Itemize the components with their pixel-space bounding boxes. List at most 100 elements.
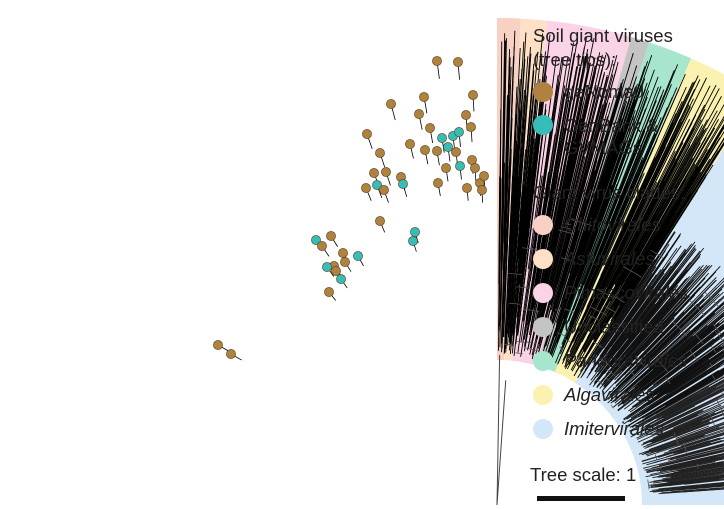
tree-branch — [580, 201, 647, 334]
tree-branch — [656, 358, 710, 396]
tree-branch — [650, 338, 693, 375]
tree-branch — [678, 462, 724, 472]
genomad-tip-marker — [340, 257, 350, 267]
tree-branch — [623, 352, 724, 421]
tree-branch — [658, 368, 707, 401]
tree-branch — [521, 150, 537, 279]
tree-branch — [612, 243, 675, 335]
tree-branch — [669, 355, 724, 393]
tree-branch — [500, 40, 506, 313]
tree-branch — [651, 415, 718, 443]
tree-branch — [656, 398, 694, 420]
internal-node-arc — [564, 222, 571, 226]
tree-branch — [546, 95, 615, 332]
tree-branch — [501, 184, 504, 242]
genomad-tip-marker — [324, 287, 334, 297]
tree-branch — [629, 370, 712, 423]
tree-branch — [569, 181, 658, 358]
tree-branch — [655, 464, 724, 478]
tree-branch — [613, 308, 655, 361]
tree-branch — [624, 281, 691, 358]
tree-branch — [606, 150, 676, 288]
tree-branch — [676, 425, 710, 439]
tree-branch — [650, 461, 716, 476]
tree-branch — [599, 316, 664, 389]
tree-branch — [513, 176, 519, 243]
tree-branch — [687, 477, 717, 482]
tree-branch — [642, 409, 724, 445]
tree-branch — [629, 372, 724, 428]
tree-branch — [575, 166, 699, 373]
tree-branch — [536, 199, 555, 293]
genomad-tip-marker — [369, 168, 379, 178]
internal-node-arc — [590, 306, 608, 316]
tree-branch — [610, 264, 708, 376]
root-branch — [496, 355, 501, 506]
legend-item-algavirales: Algavirales — [533, 378, 721, 412]
tree-branch — [599, 297, 647, 362]
tree-branch — [556, 96, 648, 344]
genbank-tip-marker — [454, 127, 464, 137]
tree-branch — [668, 474, 724, 483]
tree-branch — [670, 469, 724, 479]
tree-branch — [600, 251, 686, 366]
tree-branch — [589, 94, 688, 306]
tree-branch — [607, 272, 685, 369]
genomad-tip-marker — [479, 171, 489, 181]
tree-branch — [631, 324, 724, 399]
tree-branch — [547, 62, 591, 266]
tree-branch — [580, 194, 640, 322]
genbank-tip-marker — [443, 142, 453, 152]
internal-node-arc — [713, 329, 724, 344]
tree-branch — [629, 393, 696, 432]
internal-node-arc — [526, 341, 533, 344]
tree-branch — [600, 289, 668, 374]
tree-branch — [678, 482, 724, 488]
tree-branch — [617, 323, 720, 407]
clades-legend-title: Giant virus clades: — [533, 182, 686, 203]
tree-branch — [590, 195, 652, 317]
tree-branch — [592, 293, 669, 387]
tree-branch — [627, 370, 720, 427]
tree-branch — [614, 338, 690, 404]
tree-branch — [553, 82, 622, 313]
tree-branch — [547, 187, 561, 251]
internal-node-arc — [659, 361, 669, 374]
tree-branch — [614, 197, 668, 292]
genomad-tip-marker — [331, 266, 341, 276]
tree-branch — [597, 295, 657, 372]
tree-branch — [656, 435, 706, 453]
pandoravirales-swatch — [533, 351, 553, 371]
tree-branch — [670, 467, 724, 478]
tree-branch — [648, 329, 691, 369]
tree-branch — [551, 176, 610, 343]
genomad-tip-marker — [419, 92, 429, 102]
tree-branch — [572, 115, 635, 288]
tree-branch — [588, 119, 702, 332]
tree-branch — [684, 482, 724, 488]
tree-branch — [543, 139, 579, 293]
tree-branch — [558, 146, 590, 263]
tree-branch — [624, 333, 724, 410]
genbank-tip-marker — [437, 133, 447, 143]
legend-item-pandoravirales: Pandoravirales — [533, 344, 721, 378]
internal-node-arc — [683, 442, 688, 455]
internal-node-arc — [696, 463, 699, 469]
tree-branch — [632, 297, 675, 348]
internal-node-arc — [564, 308, 575, 313]
tree-branch — [647, 379, 724, 423]
tree-branch — [645, 347, 699, 390]
tree-branch — [563, 185, 613, 319]
unclassified-swatch — [533, 317, 553, 337]
internal-node-arc — [710, 345, 717, 353]
tree-branch — [566, 117, 662, 341]
tree-branch — [512, 56, 529, 279]
tree-branch — [648, 355, 717, 402]
tree-branch — [577, 122, 693, 347]
imitervirales-swatch — [533, 419, 553, 439]
tree-branch — [649, 470, 724, 483]
tree-branch — [564, 161, 597, 272]
tree-branch — [543, 87, 601, 313]
tree-branch — [661, 465, 724, 478]
tree-branch — [598, 276, 690, 385]
